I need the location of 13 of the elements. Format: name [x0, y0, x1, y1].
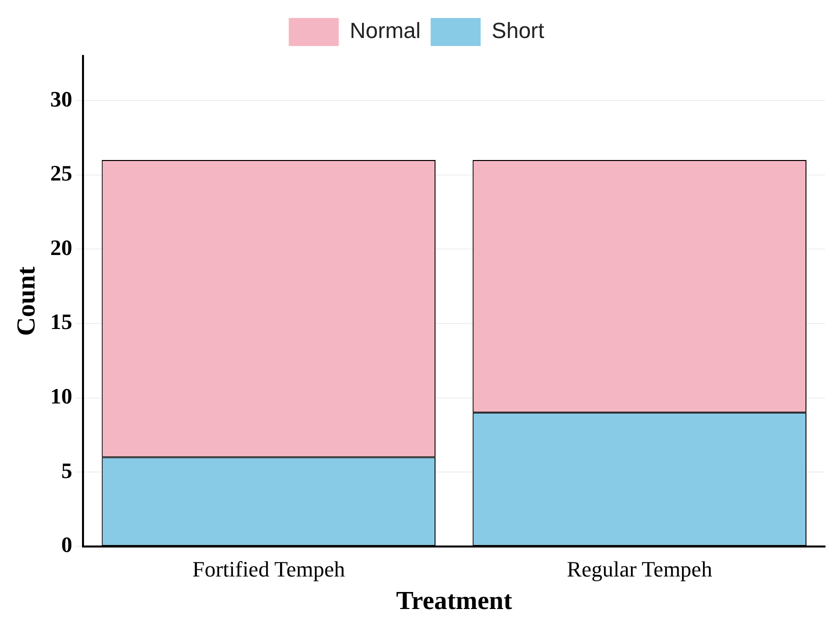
x-tick-label: Fortified Tempeh [192, 556, 345, 582]
y-tick-label: 0 [61, 532, 72, 558]
x-axis-title: Treatment [396, 586, 512, 616]
y-tick-label: 15 [50, 309, 72, 334]
legend-label: Short [492, 18, 544, 44]
legend-label: Normal [350, 18, 421, 44]
y-tick-label: 25 [50, 160, 72, 186]
y-tick-label: 20 [50, 234, 72, 260]
y-axis-title: Count [11, 266, 40, 336]
y-tick-label: 5 [61, 458, 72, 483]
y-tick-label: 30 [50, 86, 72, 112]
x-tick-label: Regular Tempeh [566, 556, 712, 582]
y-tick-label: 10 [50, 383, 72, 408]
